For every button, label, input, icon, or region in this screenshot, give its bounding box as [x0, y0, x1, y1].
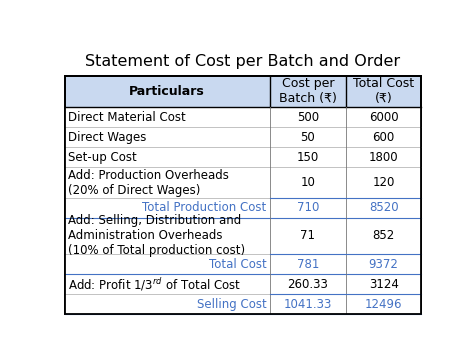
Text: 260.33: 260.33 [288, 278, 328, 290]
Bar [65, 147, 421, 167]
Text: 600: 600 [373, 131, 395, 144]
Text: 710: 710 [297, 201, 319, 214]
Text: Direct Material Cost: Direct Material Cost [68, 111, 185, 124]
Text: Total Cost
(₹): Total Cost (₹) [353, 77, 414, 105]
Text: Statement of Cost per Batch and Order: Statement of Cost per Batch and Order [85, 54, 401, 69]
Bar [65, 254, 421, 274]
Text: Add: Production Overheads
(20% of Direct Wages): Add: Production Overheads (20% of Direct… [68, 169, 228, 197]
Text: 9372: 9372 [369, 257, 399, 271]
Text: Add: Profit 1/3$^{rd}$ of Total Cost: Add: Profit 1/3$^{rd}$ of Total Cost [68, 276, 241, 293]
Text: Direct Wages: Direct Wages [68, 131, 146, 144]
Text: Total Cost: Total Cost [209, 257, 267, 271]
Text: Selling Cost: Selling Cost [197, 298, 267, 310]
Text: Cost per
Batch (₹): Cost per Batch (₹) [279, 77, 337, 105]
Bar [65, 75, 421, 107]
Text: 6000: 6000 [369, 111, 399, 124]
Text: 120: 120 [373, 176, 395, 189]
Text: 1800: 1800 [369, 151, 399, 164]
Text: Add: Selling, Distribution and
Administration Overheads
(10% of Total production: Add: Selling, Distribution and Administr… [68, 214, 245, 257]
Bar [65, 127, 421, 147]
Bar [65, 167, 421, 198]
Bar [65, 75, 421, 314]
Text: 1041.33: 1041.33 [284, 298, 332, 310]
Text: 3124: 3124 [369, 278, 399, 290]
Text: 8520: 8520 [369, 201, 399, 214]
Bar [65, 274, 421, 294]
Bar [65, 198, 421, 218]
Bar [65, 218, 421, 254]
Bar [65, 75, 421, 314]
Text: Total Production Cost: Total Production Cost [143, 201, 267, 214]
Text: 500: 500 [297, 111, 319, 124]
Text: 71: 71 [301, 230, 316, 242]
Text: 852: 852 [373, 230, 395, 242]
Text: 50: 50 [301, 131, 315, 144]
Bar [65, 107, 421, 127]
Bar [65, 294, 421, 314]
Text: 12496: 12496 [365, 298, 402, 310]
Text: 781: 781 [297, 257, 319, 271]
Text: Set-up Cost: Set-up Cost [68, 151, 137, 164]
Text: 10: 10 [301, 176, 315, 189]
Text: 150: 150 [297, 151, 319, 164]
Text: Particulars: Particulars [129, 85, 205, 98]
